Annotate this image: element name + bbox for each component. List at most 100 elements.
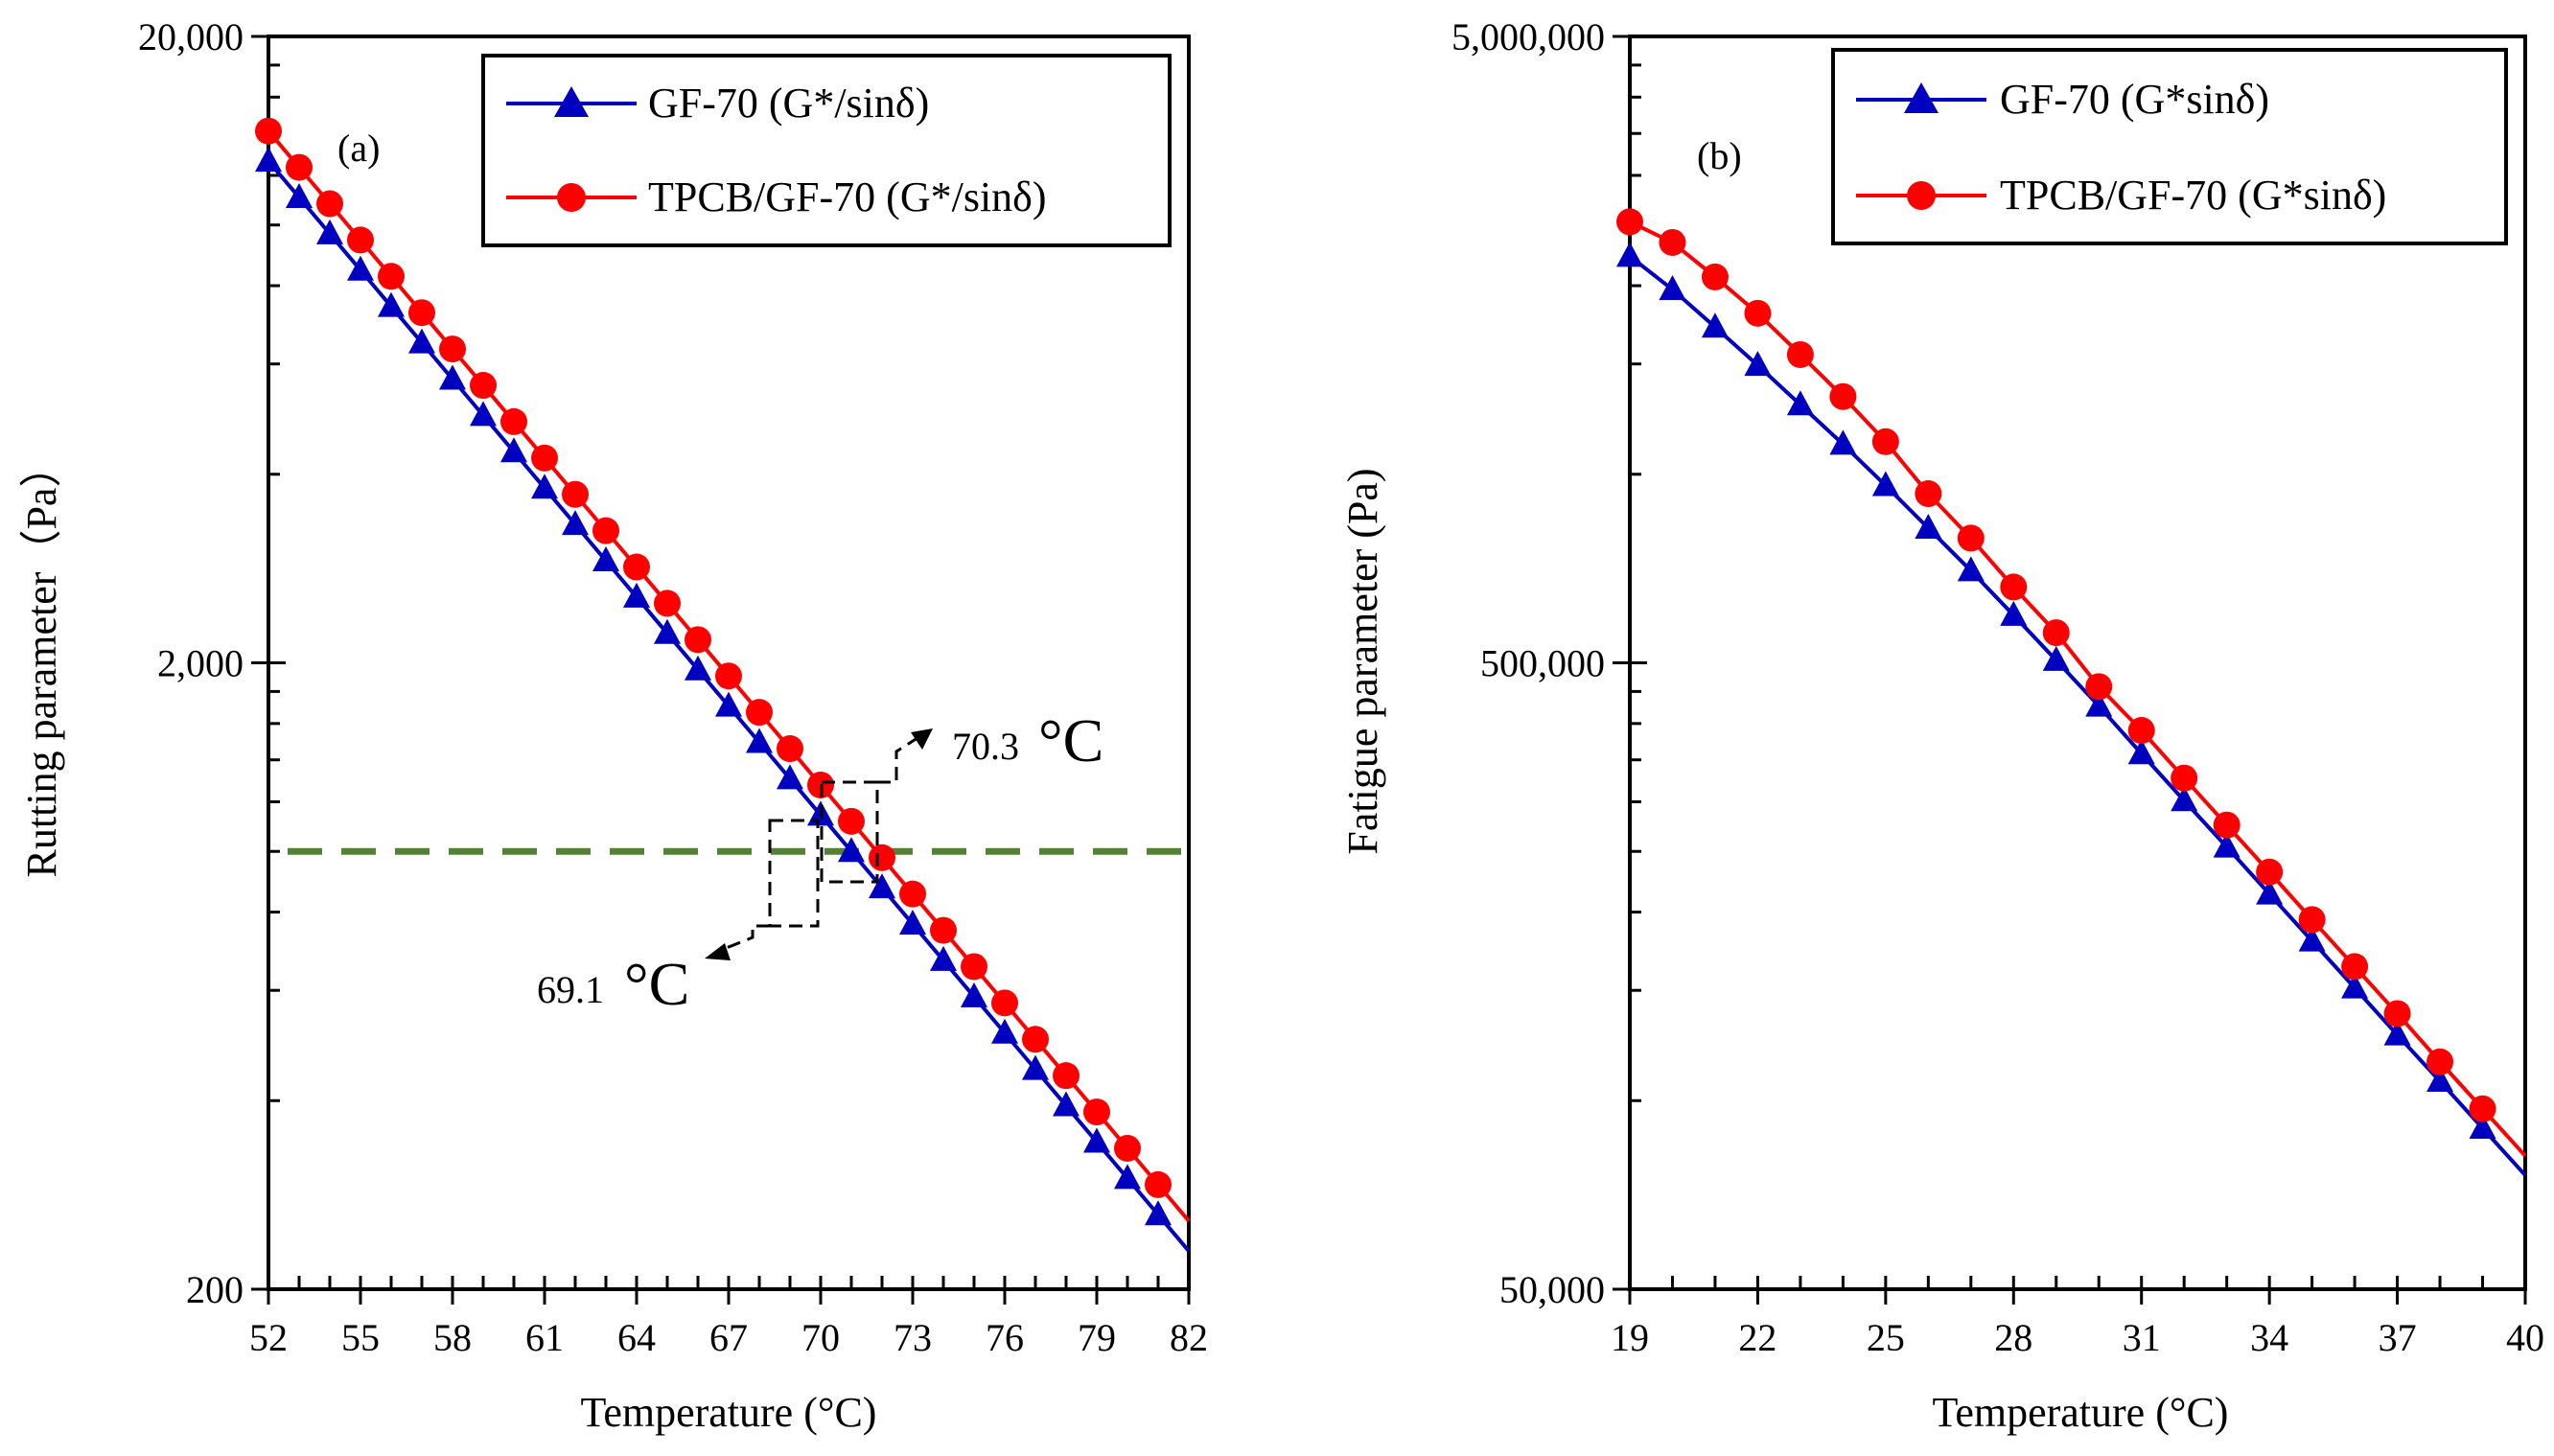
x-ticks-b (1628, 1276, 2527, 1305)
a-data-point-triangle (439, 364, 466, 390)
b-data-point-triangle (2127, 739, 2155, 765)
b-data-point-circle (2298, 906, 2326, 934)
a-data-point-triangle (991, 1018, 1018, 1044)
x-tick-label: 76 (986, 1316, 1024, 1359)
a-data-point-triangle (1083, 1127, 1110, 1153)
b-data-point-circle (1957, 524, 1985, 552)
panel-label-b: (b) (1697, 134, 1742, 177)
legend-b-marker-2 (1907, 181, 1936, 210)
x-tick-label: 28 (1994, 1316, 2032, 1359)
a-data-point-circle (746, 699, 773, 727)
x-tick-label: 73 (894, 1316, 932, 1359)
legend-box-b (1831, 48, 2508, 245)
y-tick-label: 50,000 (1499, 1268, 1605, 1311)
annotation-arrow-69-1 (718, 924, 770, 953)
b-data-point-triangle (2298, 926, 2326, 952)
a-data-point-circle (777, 735, 803, 763)
a-data-point-triangle (531, 474, 558, 499)
b-data-point-circle (2341, 953, 2369, 981)
x-tick-labels-a: 52 55 58 61 64 67 70 73 76 79 82 (249, 1316, 1208, 1359)
a-data-point-triangle (1114, 1164, 1141, 1190)
legend-box-a (481, 54, 1172, 247)
a-data-point-circle (715, 662, 742, 690)
a-data-point-triangle (500, 437, 527, 463)
b-data-point-circle (2127, 717, 2155, 745)
b-data-point-circle (2256, 858, 2284, 886)
a-data-point-circle (378, 263, 405, 290)
a-data-point-circle (1114, 1134, 1141, 1162)
a-data-point-circle (654, 589, 681, 617)
annotation-69-1: 69.1 °C (537, 819, 820, 1018)
annotation-box-69-1 (768, 819, 820, 928)
a-data-point-circle (439, 335, 466, 363)
b-data-point-triangle (2000, 600, 2028, 626)
a-data-point-triangle (685, 655, 711, 681)
a-data-point-triangle (623, 582, 650, 608)
b-data-point-circle (1744, 299, 1772, 327)
series-group-b (1616, 208, 2527, 1177)
a-data-point-circle (991, 989, 1018, 1017)
y-ticks-a (251, 35, 286, 1291)
b-data-point-circle (1829, 382, 1857, 410)
legend-a-marker-1 (554, 86, 589, 117)
a-data-point-triangle (378, 291, 405, 317)
legend-a-label-2: TPCB/GF-70 (G*/sinδ) (648, 173, 1047, 220)
y-tick-label: 200 (186, 1268, 244, 1311)
a-data-point-circle (685, 626, 711, 654)
x-tick-label: 64 (617, 1316, 656, 1359)
a-data-point-circle (562, 480, 589, 508)
y-ticks-b (1613, 35, 1647, 1291)
b-data-point-triangle (1871, 471, 1899, 497)
b-data-point-triangle (2383, 1020, 2411, 1046)
a-data-point-triangle (869, 873, 895, 899)
x-tick-label: 79 (1078, 1316, 1116, 1359)
b-data-point-circle (2171, 764, 2198, 792)
a-data-point-circle (1053, 1062, 1080, 1090)
b-data-point-circle (2469, 1095, 2496, 1122)
a-data-point-triangle (1053, 1091, 1080, 1117)
a-data-point-triangle (715, 691, 742, 717)
a-data-point-triangle (777, 764, 803, 790)
a-data-point-triangle (316, 219, 343, 244)
b-data-point-triangle (2171, 786, 2198, 812)
x-tick-label: 58 (433, 1316, 472, 1359)
legend-b: GF-70 (G*sinδ) TPCB/GF-70 (G*sinδ) (1831, 48, 2508, 245)
a-data-point-circle (408, 299, 435, 327)
b-data-point-triangle (2426, 1067, 2454, 1093)
y-tick-label: 2,000 (157, 642, 244, 685)
a-data-point-triangle (470, 401, 497, 427)
b-series-line-2 (1629, 220, 2527, 1158)
a-data-point-circle (470, 372, 497, 400)
b-data-point-circle (2042, 619, 2070, 647)
a-data-point-circle (1083, 1098, 1110, 1126)
annotation-69-1-unit: °C (624, 950, 689, 1018)
b-data-point-triangle (2085, 691, 2113, 717)
x-tick-label: 67 (709, 1316, 748, 1359)
b-data-point-triangle (2469, 1114, 2496, 1140)
b-data-point-circle (1616, 208, 1643, 236)
x-tick-label: 22 (1738, 1316, 1776, 1359)
x-axis-title-b: Temperature (°C) (1933, 1389, 2229, 1436)
a-data-point-circle (1022, 1026, 1049, 1053)
b-data-point-triangle (2213, 832, 2241, 858)
a-data-point-triangle (592, 545, 619, 571)
x-tick-label: 61 (525, 1316, 564, 1359)
legend-a-marker-2 (557, 183, 586, 212)
a-data-point-circle (592, 517, 619, 544)
panel-label-a: (a) (337, 127, 380, 170)
annotation-70-3: 70.3 °C (820, 706, 1103, 884)
a-data-point-triangle (1022, 1054, 1049, 1080)
a-data-point-circle (899, 880, 926, 908)
x-tick-label: 82 (1170, 1316, 1208, 1359)
a-data-point-triangle (408, 328, 435, 354)
a-data-point-circle (930, 916, 957, 944)
a-data-point-triangle (654, 618, 681, 644)
y-tick-label: 5,000,000 (1451, 15, 1605, 58)
y-tick-labels-b: 50,000 500,000 5,000,000 (1451, 15, 1605, 1311)
x-tick-label: 37 (2379, 1316, 2417, 1359)
b-data-point-circle (2426, 1048, 2454, 1075)
x-ticks-a (267, 1276, 1191, 1305)
a-data-point-triangle (930, 945, 957, 971)
